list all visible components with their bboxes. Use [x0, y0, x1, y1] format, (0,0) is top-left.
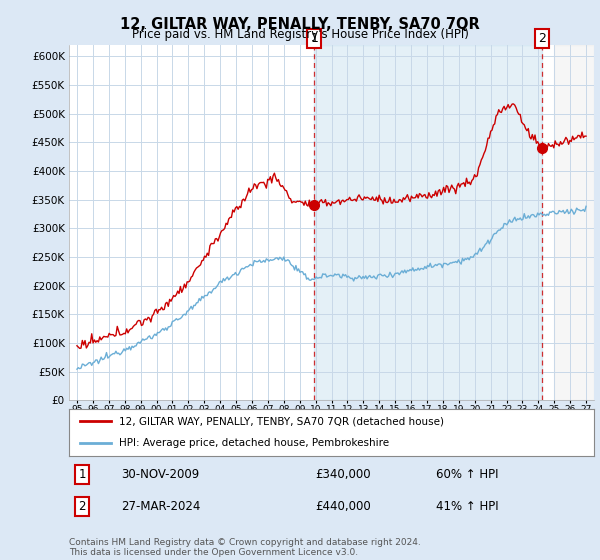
Bar: [554, 45, 594, 400]
Text: Contains HM Land Registry data © Crown copyright and database right 2024.
This d: Contains HM Land Registry data © Crown c…: [69, 538, 421, 557]
Text: 2: 2: [79, 500, 86, 513]
Text: 12, GILTAR WAY, PENALLY, TENBY, SA70 7QR (detached house): 12, GILTAR WAY, PENALLY, TENBY, SA70 7QR…: [119, 416, 444, 426]
Text: 2: 2: [538, 32, 546, 45]
Text: 41% ↑ HPI: 41% ↑ HPI: [437, 500, 499, 513]
Text: 27-MAR-2024: 27-MAR-2024: [121, 500, 201, 513]
Text: 60% ↑ HPI: 60% ↑ HPI: [437, 468, 499, 481]
Bar: [554, 45, 594, 400]
Text: £340,000: £340,000: [316, 468, 371, 481]
Text: 1: 1: [310, 32, 318, 45]
Bar: [314, 45, 542, 400]
Text: 1: 1: [79, 468, 86, 481]
Text: Price paid vs. HM Land Registry's House Price Index (HPI): Price paid vs. HM Land Registry's House …: [131, 28, 469, 41]
Text: 12, GILTAR WAY, PENALLY, TENBY, SA70 7QR: 12, GILTAR WAY, PENALLY, TENBY, SA70 7QR: [120, 17, 480, 32]
Text: £440,000: £440,000: [316, 500, 371, 513]
Text: HPI: Average price, detached house, Pembrokeshire: HPI: Average price, detached house, Pemb…: [119, 438, 389, 448]
Text: 30-NOV-2009: 30-NOV-2009: [121, 468, 200, 481]
